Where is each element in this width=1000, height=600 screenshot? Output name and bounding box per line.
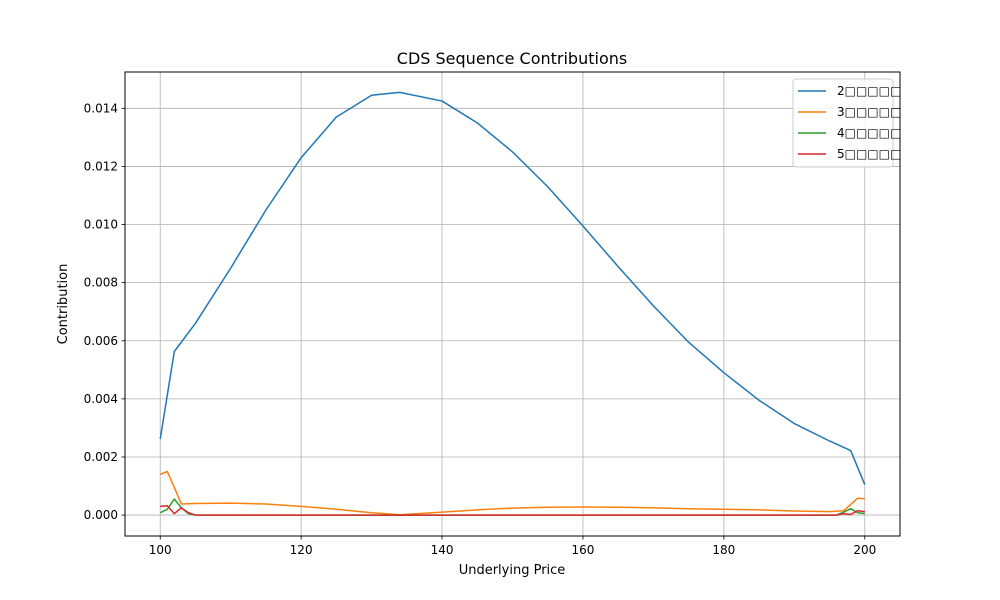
x-axis-title: Underlying Price [459, 563, 566, 578]
x-tick-label: 140 [431, 543, 454, 557]
y-tick-label: 0.006 [84, 334, 118, 348]
series-line-3 [159, 470, 865, 516]
legend-label: 5□□□□□ [837, 147, 901, 161]
x-tick-label: 120 [290, 543, 313, 557]
y-tick-label: 0.000 [84, 508, 118, 522]
series-line-5 [160, 505, 865, 516]
y-tick-label: 0.008 [84, 276, 118, 290]
y-tick-label: 0.002 [84, 450, 118, 464]
chart-title: CDS Sequence Contributions [397, 49, 627, 68]
legend-label: 3□□□□□ [837, 105, 901, 119]
y-tick-label: 0.004 [84, 392, 118, 406]
legend: 2□□□□□ 3□□□□□ 4□□□□□ 5□□□□□ [792, 78, 901, 168]
y-tick-label: 0.010 [84, 218, 118, 232]
grid [125, 72, 900, 536]
y-tick-label: 0.014 [84, 101, 118, 115]
x-tick-label: 160 [572, 543, 595, 557]
y-axis-title: Contribution [56, 264, 71, 345]
x-tick-label: 180 [712, 543, 735, 557]
legend-label: 2□□□□□ [837, 84, 901, 98]
legend-label: 4□□□□□ [837, 126, 901, 140]
y-tick-label: 0.012 [84, 159, 118, 173]
x-tick-label: 100 [149, 543, 172, 557]
series-line-2 [159, 91, 866, 485]
x-tick-label: 200 [853, 543, 876, 557]
axis-ticks: 100 120 140 160 180 200 0.000 0.002 0.004 0.006 0.… [84, 101, 877, 557]
legend-box [792, 78, 894, 168]
series-lines [159, 91, 866, 516]
plot-frame [124, 71, 901, 537]
